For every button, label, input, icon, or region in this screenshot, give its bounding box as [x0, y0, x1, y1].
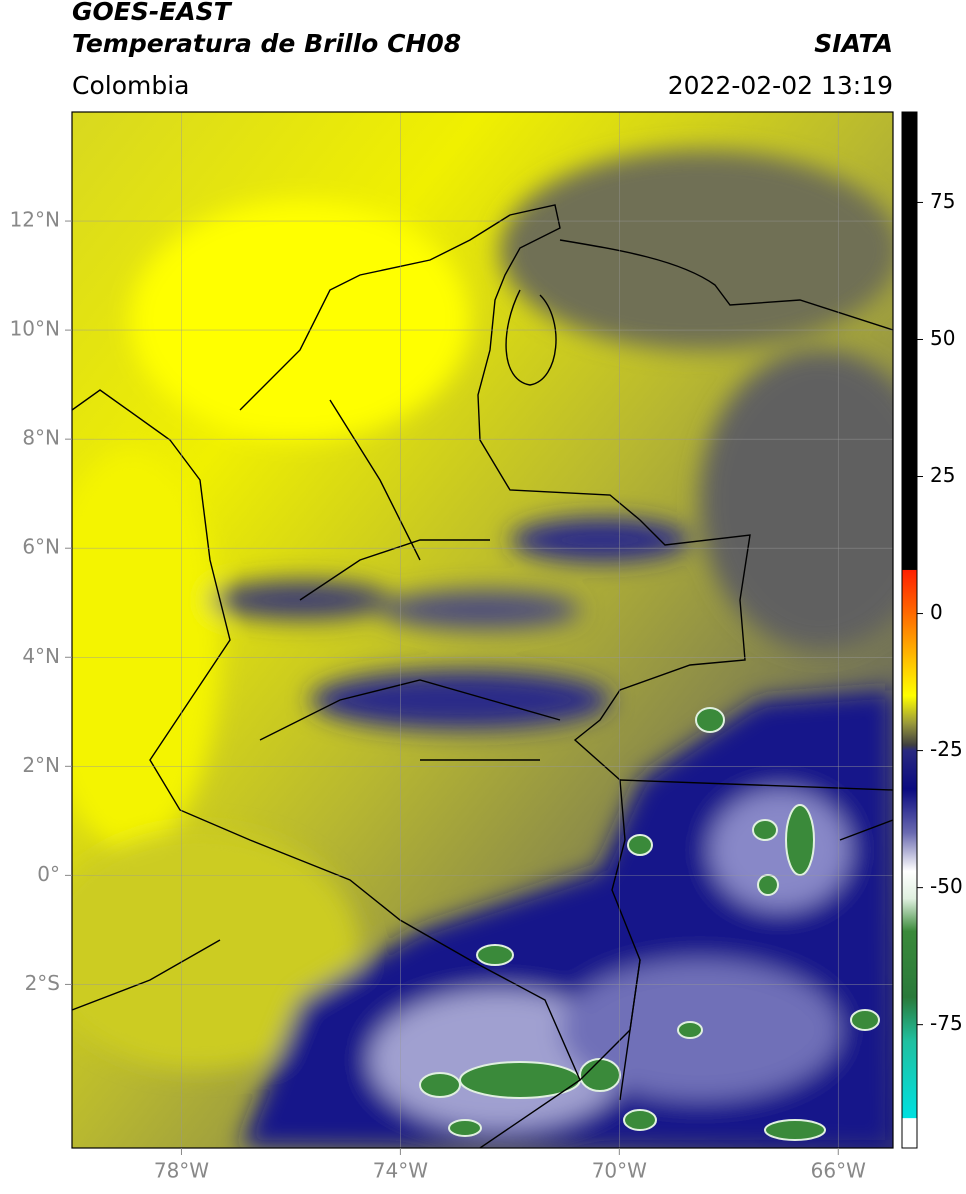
- datetime: 2022-02-02 13:19: [668, 71, 893, 100]
- colorbar-tick-label: -25: [930, 737, 963, 761]
- colorbar-tick-label: 75: [930, 189, 955, 213]
- colorbar-tick-label: 0: [930, 600, 943, 624]
- colorbar-tick-label: -75: [930, 1011, 963, 1035]
- x-tick-label: 66°W: [811, 1159, 866, 1183]
- borders: [72, 204, 893, 1148]
- title: GOES-EAST: [72, 0, 233, 26]
- cold-cloud-tops: [419, 707, 880, 1141]
- y-tick-label: 10°N: [10, 317, 60, 341]
- y-tick-label: 8°N: [22, 426, 60, 450]
- y-tick-label: 2°N: [22, 753, 60, 777]
- y-tick-label: 2°S: [25, 971, 60, 995]
- region: Colombia: [72, 71, 189, 100]
- source: SIATA: [814, 29, 893, 58]
- colorbar-tick-label: 50: [930, 326, 955, 350]
- y-tick-label: 0°: [37, 862, 60, 886]
- x-tick-label: 78°W: [154, 1159, 209, 1183]
- x-tick-label: 74°W: [373, 1159, 428, 1183]
- map-frame: [71, 111, 894, 1149]
- grid: [72, 112, 893, 1148]
- y-tick-label: 6°N: [22, 535, 60, 559]
- subtitle: Temperatura de Brillo CH08: [72, 29, 461, 58]
- y-tick-label: 4°N: [22, 644, 60, 668]
- x-tick-label: 70°W: [592, 1159, 647, 1183]
- y-tick-label: 12°N: [10, 208, 60, 232]
- colorbar-tick-label: -50: [930, 874, 963, 898]
- colorbar-tick-label: 25: [930, 463, 955, 487]
- colorbar: [901, 111, 918, 1149]
- satellite-image: [72, 112, 893, 1148]
